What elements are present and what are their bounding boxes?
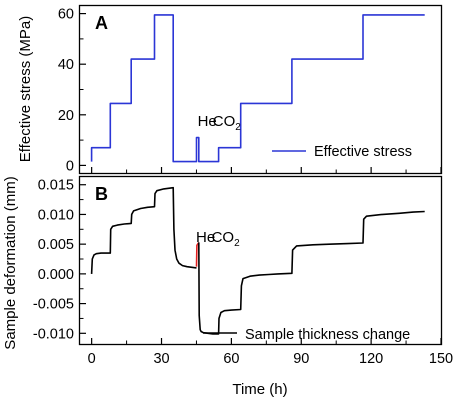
panel-b-frame: [78, 175, 443, 346]
panel-b-xtick-label: 30: [153, 351, 169, 367]
panel-b: B Sample deformation (mm) Time (h) -0.01…: [2, 175, 453, 398]
panel-b-annot-co2-main: CO: [212, 229, 235, 246]
panel-b-legend: Sample thickness change: [203, 327, 410, 343]
panel-b-annot-co2-sub: 2: [234, 238, 240, 249]
panel-b-ytick-label: -0.005: [33, 297, 74, 313]
panel-b-ylabel: Sample deformation (mm): [2, 176, 19, 349]
panel-b-annot-he: He: [196, 229, 215, 246]
panel-a-frame: [78, 4, 443, 175]
panel-b-annot-co2: CO2: [212, 229, 241, 249]
panel-b-xtick-label: 60: [223, 351, 239, 367]
panel-a-annot-co2-sub: 2: [235, 122, 241, 133]
panel-a-ytick-label: 40: [58, 57, 74, 73]
panel-a-annot-co2-main: CO: [213, 113, 236, 130]
panel-a-legend-label: Effective stress: [314, 144, 412, 160]
panel-b-xtick-label: 0: [88, 351, 96, 367]
panel-a-legend: Effective stress: [272, 144, 412, 160]
series-sample-thickness-change: [90, 186, 197, 274]
panel-a-ylabel: Effective stress (MPa): [17, 16, 34, 162]
panel-b-legend-label: Sample thickness change: [245, 327, 410, 343]
panel-b-ytick-label: -0.010: [33, 326, 74, 342]
panel-a-annot-he: He: [198, 113, 217, 130]
panel-a-ticks: 0 20 40 60: [58, 7, 442, 174]
series-effective-stress: [90, 14, 425, 163]
panel-a-letter: A: [95, 13, 108, 33]
panel-b-xtick-label: 120: [359, 351, 383, 367]
panel-a-ytick-label: 20: [58, 108, 74, 124]
panel-a-series: [90, 14, 425, 163]
panel-b-series: [90, 186, 425, 335]
panel-b-xtick-label: 150: [429, 351, 453, 367]
panel-a-ytick-label: 60: [58, 7, 74, 23]
panel-b-ytick-label: 0.005: [38, 237, 74, 253]
panel-a-ytick-label: 0: [66, 158, 74, 174]
panel-b-ytick-label: 0.015: [38, 178, 74, 194]
panel-b-ytick-label: 0.010: [38, 207, 74, 223]
panel-b-letter: B: [95, 184, 108, 204]
panel-b-xtick-label: 90: [293, 351, 309, 367]
panel-b-ytick-label: 0.000: [38, 267, 74, 283]
panel-b-ticks: -0.010 -0.005 0.000 0.005 0.010 0.015 0 30 60 90 1…: [33, 178, 453, 367]
panel-a-annot-co2: CO2: [213, 113, 242, 133]
panel-b-xlabel: Time (h): [232, 381, 287, 398]
